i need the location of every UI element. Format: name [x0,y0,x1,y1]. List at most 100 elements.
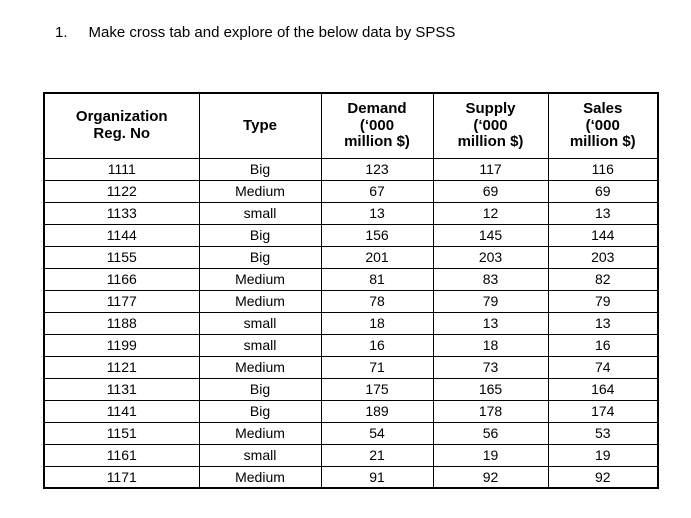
cell-sales: 79 [547,289,659,313]
cell-demand: 91 [320,465,434,489]
table-row: 1122 Medium 67 69 69 [43,179,659,203]
table-row: 1199 small 16 18 16 [43,333,659,357]
table-row: 1151 Medium 54 56 53 [43,421,659,445]
cell-supply: 19 [432,443,549,467]
cell-org-reg-no: 1166 [43,267,200,291]
cell-type: small [198,443,322,467]
cell-supply: 145 [432,223,549,247]
table-row: 1111 Big 123 117 116 [43,157,659,181]
cell-sales: 203 [547,245,659,269]
cell-supply: 69 [432,179,549,203]
cell-sales: 116 [547,157,659,181]
cell-supply: 83 [432,267,549,291]
heading-text: Make cross tab and explore of the below … [88,24,456,41]
cell-supply: 73 [432,355,549,379]
cell-sales: 74 [547,355,659,379]
cell-type: Medium [198,355,322,379]
cell-demand: 16 [320,333,434,357]
cell-demand: 21 [320,443,434,467]
cell-type: Big [198,377,322,401]
cell-demand: 18 [320,311,434,335]
cell-org-reg-no: 1161 [43,443,200,467]
cell-type: Medium [198,421,322,445]
cell-supply: 79 [432,289,549,313]
table-row: 1188 small 18 13 13 [43,311,659,335]
cell-demand: 156 [320,223,434,247]
cell-demand: 13 [320,201,434,225]
cell-org-reg-no: 1141 [43,399,200,423]
cell-sales: 164 [547,377,659,401]
cell-sales: 69 [547,179,659,203]
cell-type: small [198,201,322,225]
cell-org-reg-no: 1133 [43,201,200,225]
cell-org-reg-no: 1131 [43,377,200,401]
cell-demand: 175 [320,377,434,401]
cell-org-reg-no: 1151 [43,421,200,445]
cell-org-reg-no: 1177 [43,289,200,313]
cell-supply: 18 [432,333,549,357]
column-header-supply: Supply (‘000 million $) [432,92,549,159]
cell-type: Big [198,245,322,269]
cell-type: Medium [198,289,322,313]
cell-type: Medium [198,465,322,489]
cell-supply: 165 [432,377,549,401]
cell-supply: 56 [432,421,549,445]
heading-number: 1. [55,24,68,41]
column-header-sales: Sales (‘000 million $) [547,92,659,159]
cell-demand: 78 [320,289,434,313]
cell-demand: 71 [320,355,434,379]
cell-sales: 19 [547,443,659,467]
table-body: 1111 Big 123 117 116 1122 Medium 67 69 69 1133 smal… [43,157,659,489]
task-heading: 1. Make cross tab and explore of the bel… [55,23,455,42]
table-row: 1144 Big 156 145 144 [43,223,659,247]
cell-supply: 12 [432,201,549,225]
cell-sales: 13 [547,201,659,225]
column-header-org-reg-no: Organization Reg. No [43,92,200,159]
cell-supply: 13 [432,311,549,335]
cell-org-reg-no: 1121 [43,355,200,379]
cell-sales: 13 [547,311,659,335]
cell-org-reg-no: 1122 [43,179,200,203]
cell-demand: 54 [320,421,434,445]
cell-type: Big [198,157,322,181]
cell-sales: 16 [547,333,659,357]
cell-demand: 67 [320,179,434,203]
table-row: 1161 small 21 19 19 [43,443,659,467]
table-row: 1141 Big 189 178 174 [43,399,659,423]
column-header-type: Type [198,92,322,159]
table-row: 1177 Medium 78 79 79 [43,289,659,313]
cell-type: Medium [198,179,322,203]
data-table: Organization Reg. No Type Demand (‘000 m… [43,92,659,489]
cell-type: small [198,311,322,335]
column-header-demand: Demand (‘000 million $) [320,92,434,159]
cell-sales: 174 [547,399,659,423]
cell-demand: 123 [320,157,434,181]
cell-org-reg-no: 1144 [43,223,200,247]
cell-sales: 92 [547,465,659,489]
cell-sales: 144 [547,223,659,247]
cell-demand: 81 [320,267,434,291]
cell-sales: 53 [547,421,659,445]
cell-org-reg-no: 1188 [43,311,200,335]
cell-org-reg-no: 1171 [43,465,200,489]
cell-org-reg-no: 1199 [43,333,200,357]
cell-type: small [198,333,322,357]
cell-type: Medium [198,267,322,291]
table-row: 1121 Medium 71 73 74 [43,355,659,379]
cell-org-reg-no: 1155 [43,245,200,269]
table-row: 1166 Medium 81 83 82 [43,267,659,291]
cell-supply: 117 [432,157,549,181]
table-row: 1131 Big 175 165 164 [43,377,659,401]
cell-supply: 203 [432,245,549,269]
cell-supply: 92 [432,465,549,489]
cell-demand: 201 [320,245,434,269]
table-row: 1155 Big 201 203 203 [43,245,659,269]
cell-org-reg-no: 1111 [43,157,200,181]
table-header-row: Organization Reg. No Type Demand (‘000 m… [43,92,659,159]
cell-sales: 82 [547,267,659,291]
cell-type: Big [198,399,322,423]
cell-type: Big [198,223,322,247]
table-row: 1171 Medium 91 92 92 [43,465,659,489]
table-row: 1133 small 13 12 13 [43,201,659,225]
